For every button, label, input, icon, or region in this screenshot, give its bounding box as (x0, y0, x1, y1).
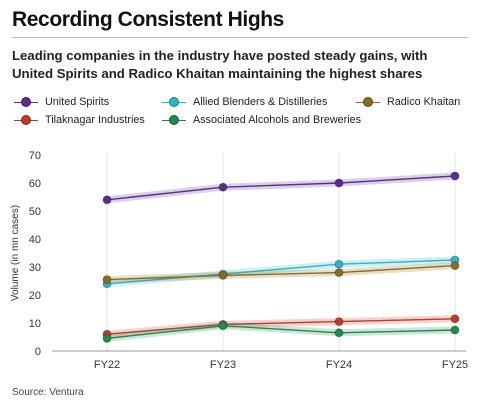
legend-swatch (356, 95, 380, 109)
title-divider (12, 37, 468, 38)
data-point-associated-alcohols-and-breweries (450, 325, 460, 335)
y-tick-label: 0 (35, 346, 41, 358)
legend-swatch (14, 113, 38, 127)
data-point-tilaknagar-industries (450, 314, 460, 324)
legend-item-radico-khaitan: Radico Khaitan (356, 95, 460, 109)
legend-item-united-spirits: United Spirits (14, 95, 109, 109)
x-tick-label: FY25 (442, 359, 468, 371)
legend-swatch (162, 113, 186, 127)
data-point-allied-blenders-and-distilleries (334, 259, 344, 269)
x-tick-label: FY23 (210, 359, 236, 371)
data-point-united-spirits (450, 171, 460, 181)
data-point-radico-khaitan (102, 275, 112, 285)
data-point-associated-alcohols-and-breweries (218, 321, 228, 331)
legend-item-associated-alcohols-and-breweries: Associated Alcohols and Breweries (162, 113, 361, 127)
series-line-tilaknagar-industries (106, 318, 456, 335)
data-point-radico-khaitan (450, 261, 460, 271)
y-tick-label: 30 (29, 262, 41, 274)
legend-label: United Spirits (45, 96, 110, 108)
chart-title: Recording Consistent Highs (12, 8, 284, 31)
data-point-associated-alcohols-and-breweries (102, 333, 112, 343)
data-point-united-spirits (102, 195, 112, 205)
y-tick-label: 70 (29, 150, 41, 162)
y-axis-title: Volume (in mn cases) (10, 205, 21, 301)
legend: United Spirits Allied Blenders & Distille… (0, 0, 480, 140)
y-tick-label: 20 (29, 290, 41, 302)
x-tick-label: FY22 (94, 359, 120, 371)
y-tick-label: 60 (29, 178, 41, 190)
legend-label: Allied Blenders & Distilleries (193, 96, 328, 108)
series-line-associated-alcohols-and-breweries (106, 325, 456, 340)
y-tick-label: 10 (29, 318, 41, 330)
legend-item-allied-blenders-and-distilleries: Allied Blenders & Distilleries (162, 95, 327, 109)
series-line-radico-khaitan (106, 264, 456, 281)
legend-swatch (162, 95, 186, 109)
series-line-united-spirits (106, 175, 456, 201)
series-line-allied-blenders-and-distilleries (106, 259, 456, 285)
x-tick-label: FY24 (326, 359, 352, 371)
data-point-radico-khaitan (334, 268, 344, 278)
legend-swatch (14, 95, 38, 109)
source-note: Source: Ventura (12, 387, 84, 398)
legend-label: Associated Alcohols and Breweries (193, 114, 362, 126)
data-point-radico-khaitan (218, 270, 228, 280)
data-point-associated-alcohols-and-breweries (334, 328, 344, 338)
data-point-united-spirits (218, 182, 228, 192)
data-point-tilaknagar-industries (334, 317, 344, 327)
line-chart: 0 10 20 30 40 50 60 70 FY22 FY23 FY24 FY25 Volume (i… (10, 150, 468, 371)
legend-label: Radico Khaitan (387, 96, 461, 108)
legend-item-tilaknagar-industries: Tilaknagar Industries (14, 113, 145, 127)
legend-label: Tilaknagar Industries (45, 114, 145, 126)
y-tick-label: 40 (29, 234, 41, 246)
y-tick-label: 50 (29, 206, 41, 218)
data-point-united-spirits (334, 178, 344, 188)
chart-subtitle: Leading companies in the industry have p… (12, 48, 428, 81)
